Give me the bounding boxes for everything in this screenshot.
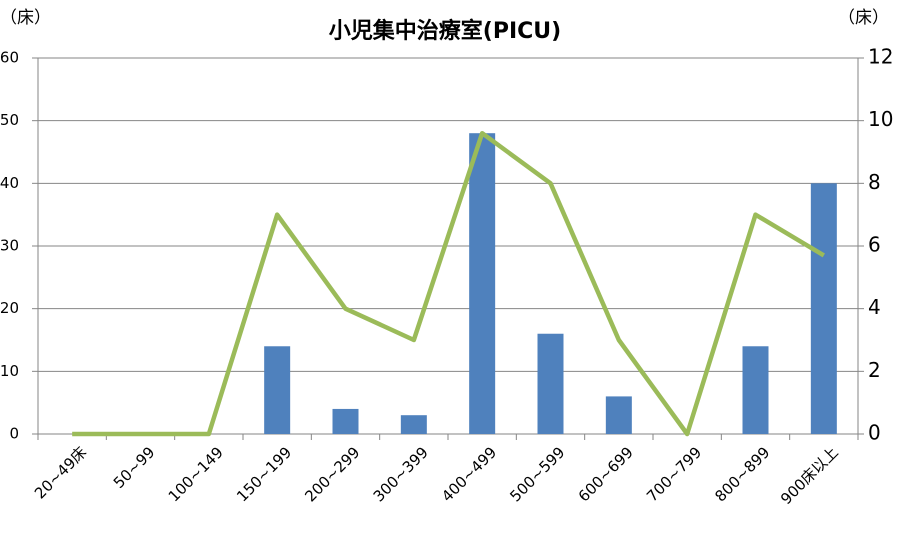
y2-axis-label: （床）: [838, 8, 889, 28]
y2-tick-label: 4: [868, 295, 881, 319]
y2-tick-label: 0: [868, 421, 881, 445]
bar: [469, 133, 496, 434]
y-tick-label: 10: [0, 362, 19, 380]
bar: [264, 346, 291, 434]
y-tick-label: 20: [0, 299, 19, 317]
x-tick-label: 700~799: [643, 443, 705, 505]
y-tick-label: 50: [0, 111, 19, 129]
x-tick-label: 500~599: [506, 443, 568, 505]
x-tick-label: 50~99: [110, 443, 159, 492]
line: [72, 130, 825, 437]
y2-tick-label: 6: [868, 233, 881, 257]
y-tick-label: 40: [0, 174, 19, 192]
x-tick-label: 300~399: [370, 443, 432, 505]
y2-tick-label: 12: [868, 45, 893, 69]
bar: [537, 333, 564, 434]
x-tick-label: 200~299: [301, 443, 363, 505]
y2-tick-label: 8: [868, 170, 881, 194]
x-tick-label: 900床以上: [777, 443, 842, 508]
bar: [605, 396, 632, 434]
y-tick-label: 0: [9, 425, 19, 443]
x-tick-label: 600~699: [575, 443, 637, 505]
x-tick-label: 20~49床: [31, 443, 90, 502]
chart-title: 小児集中治療室(PICU): [329, 18, 561, 44]
y2-tick-label: 2: [868, 358, 881, 382]
y-tick-label: 60: [0, 49, 19, 67]
bar: [810, 183, 837, 434]
y2-tick-label: 10: [868, 107, 893, 131]
x-tick-label: 400~499: [438, 443, 500, 505]
x-tick-label: 800~899: [711, 443, 773, 505]
bar: [742, 346, 769, 434]
y-tick-label: 30: [0, 237, 19, 255]
x-tick-label: 100~149: [165, 443, 227, 505]
x-tick-label: 150~199: [233, 443, 295, 505]
bar: [400, 415, 427, 434]
y-axis-label: （床）: [0, 8, 51, 28]
bar: [332, 408, 359, 434]
